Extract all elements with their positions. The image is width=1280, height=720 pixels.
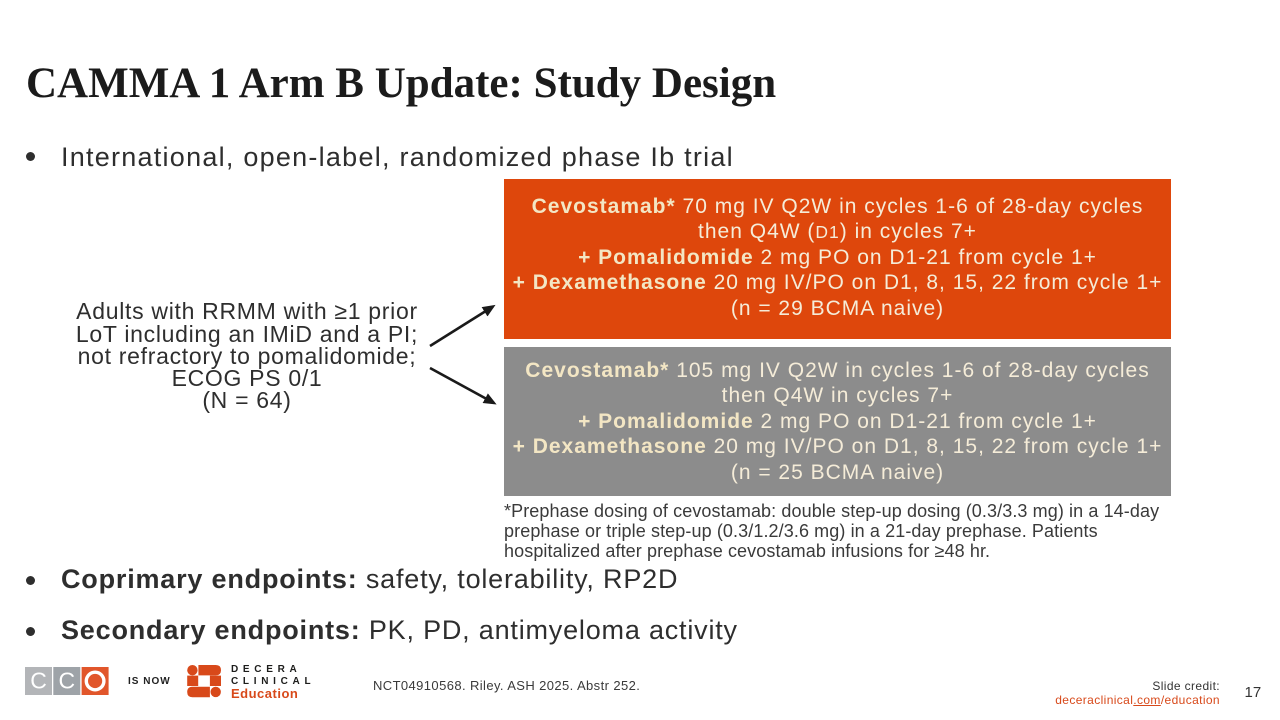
svg-text:C: C: [58, 668, 75, 694]
svg-text:C: C: [30, 668, 47, 694]
